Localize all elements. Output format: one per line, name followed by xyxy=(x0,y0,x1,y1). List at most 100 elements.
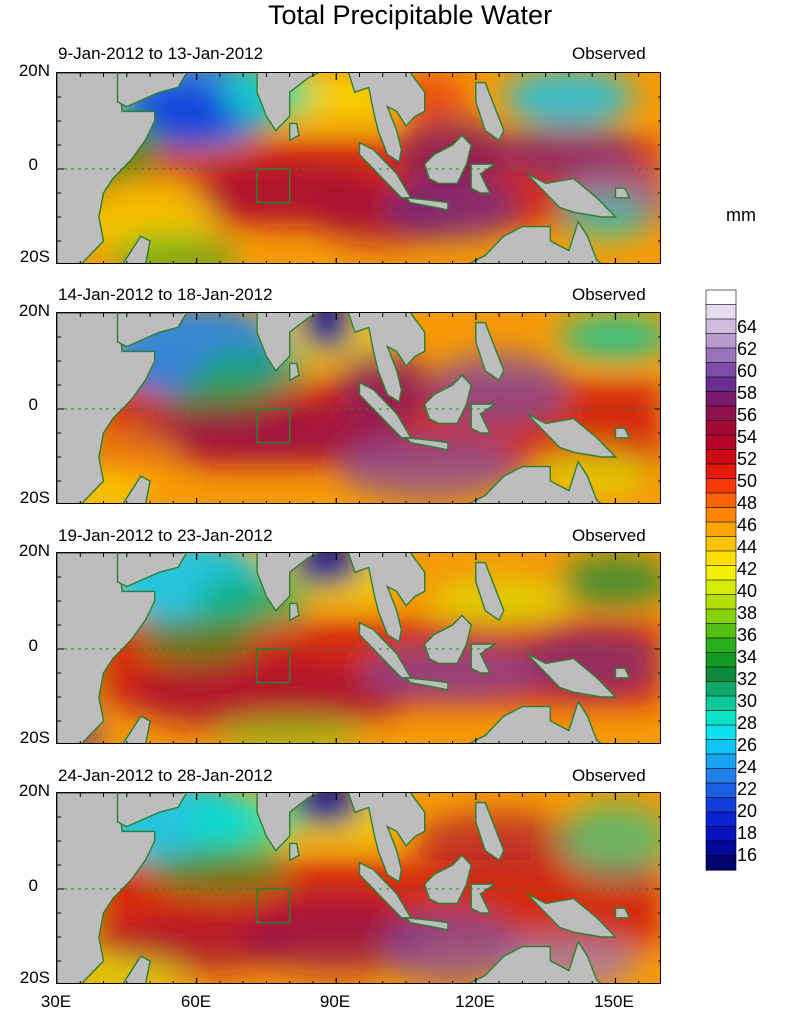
colorbar-swatch xyxy=(705,318,737,335)
colorbar-tick-label: 42 xyxy=(737,559,758,579)
lat-label-0: 0 xyxy=(28,876,38,895)
land-borneo xyxy=(423,374,472,425)
land-madagascar xyxy=(122,955,151,983)
tpw-blob xyxy=(559,802,660,880)
land-bismarck xyxy=(614,907,631,919)
panel-4-date-range: 24-Jan-2012 to 28-Jan-2012 xyxy=(58,766,273,785)
land-bismarck xyxy=(614,427,631,439)
colorbar-swatch xyxy=(705,434,737,451)
land-india xyxy=(223,313,351,372)
tpw-blob xyxy=(382,908,523,983)
land-srilanka xyxy=(288,362,300,382)
colorbar-swatch xyxy=(705,608,737,625)
colorbar-tick-label: 54 xyxy=(737,427,758,447)
colorbar-tick-label: 30 xyxy=(737,691,758,711)
lat-label-20s: 20S xyxy=(19,968,50,987)
panel-4-svg xyxy=(57,793,660,983)
lat-label-0: 0 xyxy=(28,395,38,414)
colorbar-swatch xyxy=(705,391,737,407)
colorbar-swatch xyxy=(705,637,737,654)
colorbar-tick-label: 24 xyxy=(737,757,758,777)
study-region-box xyxy=(256,888,291,924)
colorbar-swatch xyxy=(705,347,737,364)
colorbar-tick-label: 44 xyxy=(737,537,758,557)
colorbar-swatch xyxy=(705,463,737,480)
land-srilanka xyxy=(288,602,300,622)
panel-1-svg xyxy=(57,73,660,263)
tpw-blob xyxy=(126,404,407,462)
land-srilanka xyxy=(288,842,300,862)
land-australia xyxy=(468,700,602,743)
lon-label-30e: 30E xyxy=(40,992,72,1011)
study-region-box xyxy=(256,168,291,204)
panel-4-map xyxy=(56,792,661,984)
land-philippines xyxy=(475,801,505,862)
colorbar-swatch xyxy=(705,536,737,552)
lat-label-20s: 20S xyxy=(19,247,50,266)
colorbar-swatch xyxy=(705,376,737,393)
colorbar-tick-label: 28 xyxy=(737,713,758,733)
lat-label-20s: 20S xyxy=(19,728,50,747)
tpw-blob xyxy=(336,433,523,501)
land-bismarck xyxy=(614,667,631,679)
colorbar-tick-label: 50 xyxy=(737,471,758,491)
lat-label-20n: 20N xyxy=(18,61,50,80)
colorbar-tick-label: 56 xyxy=(737,405,758,425)
land-australia xyxy=(468,460,602,503)
study-region-box xyxy=(256,648,291,684)
colorbar-swatch xyxy=(705,333,737,349)
panel-1-date-range: 9-Jan-2012 to 13-Jan-2012 xyxy=(58,44,264,63)
tpw-blob xyxy=(131,82,244,141)
colorbar-unit-label: mm xyxy=(726,205,756,225)
land-newguinea xyxy=(526,173,618,218)
land-java xyxy=(404,436,449,451)
tpw-blob xyxy=(359,644,546,702)
land-newguinea xyxy=(526,893,618,938)
colorbar-swatch xyxy=(705,855,737,871)
lat-label-20s: 20S xyxy=(19,488,50,507)
land-sulawesi xyxy=(470,643,497,674)
lat-label-0: 0 xyxy=(28,155,38,174)
land-seasia xyxy=(347,553,426,643)
colorbar-swatch xyxy=(705,420,737,436)
colorbar-swatch xyxy=(705,521,737,538)
colorbar-swatch xyxy=(705,826,737,842)
tpw-blob xyxy=(289,793,365,827)
land-java xyxy=(404,196,449,211)
lat-label-0: 0 xyxy=(28,636,38,655)
colorbar-swatch xyxy=(705,362,737,378)
lon-label-150e: 150E xyxy=(594,992,634,1011)
land-australia xyxy=(468,220,602,263)
land-madagascar xyxy=(122,235,151,263)
land-sumatra xyxy=(358,861,412,919)
land-india xyxy=(223,73,351,132)
land-newguinea xyxy=(526,653,618,698)
land-philippines xyxy=(475,561,505,622)
land-seasia xyxy=(347,313,426,403)
colorbar-swatch xyxy=(705,652,737,668)
colorbar-swatch xyxy=(705,840,737,857)
land-seasia xyxy=(347,793,426,883)
colorbar-swatch xyxy=(705,405,737,422)
colorbar-tick-label: 40 xyxy=(737,581,758,601)
colorbar-swatch xyxy=(705,449,737,465)
colorbar-swatch xyxy=(705,492,737,509)
colorbar-swatch xyxy=(705,710,737,726)
lat-label-20n: 20N xyxy=(18,781,50,800)
land-sulawesi xyxy=(470,883,497,914)
panel-3-date-range: 19-Jan-2012 to 23-Jan-2012 xyxy=(58,526,273,545)
panel-3-tag: Observed xyxy=(572,526,646,545)
colorbar-swatch xyxy=(705,768,737,784)
land-arabia xyxy=(116,313,188,348)
land-java xyxy=(404,916,449,931)
land-india xyxy=(223,553,351,612)
tpw-blob xyxy=(289,553,365,587)
colorbar-tick-label: 22 xyxy=(737,779,758,799)
panel-2-svg xyxy=(57,313,660,503)
land-arabia xyxy=(116,553,188,588)
land-sumatra xyxy=(358,381,412,439)
colorbar-tick-label: 34 xyxy=(737,647,758,667)
colorbar-tick-label: 20 xyxy=(737,801,758,821)
colorbar-swatch xyxy=(705,594,737,610)
panel-1-tag: Observed xyxy=(572,44,646,63)
